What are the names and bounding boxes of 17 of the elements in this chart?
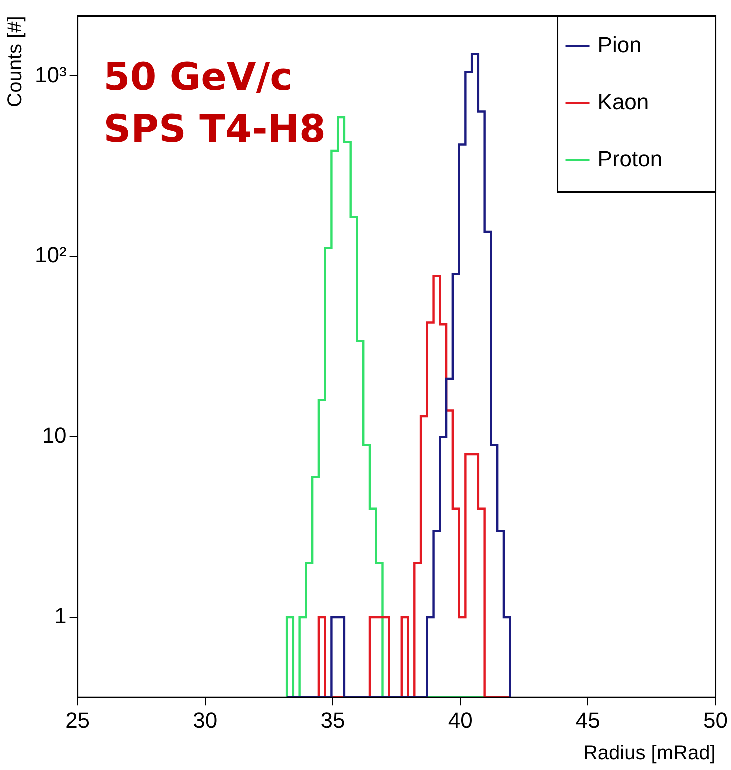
legend-label: Pion: [598, 32, 642, 58]
legend-label: Proton: [598, 146, 663, 172]
legend-label: Kaon: [598, 89, 650, 114]
x-axis-title: Radius [mRad]: [583, 742, 716, 765]
y-tick-label: 10³: [35, 62, 67, 88]
x-tick-label: 30: [193, 708, 218, 733]
annotation: 50 GeV/c: [104, 55, 293, 100]
y-axis-title: Counts [#]: [4, 16, 27, 108]
x-tick-label: 35: [320, 708, 346, 733]
y-tick-label: 10: [42, 423, 67, 448]
x-tick-label: 50: [704, 708, 728, 733]
y-tick-label: 10²: [35, 242, 67, 268]
x-tick-label: 25: [66, 708, 90, 733]
x-tick-label: 45: [576, 708, 600, 733]
annotation: SPS T4-H8: [104, 107, 326, 152]
y-tick-label: 1: [54, 604, 67, 629]
x-tick-label: 40: [448, 708, 473, 733]
